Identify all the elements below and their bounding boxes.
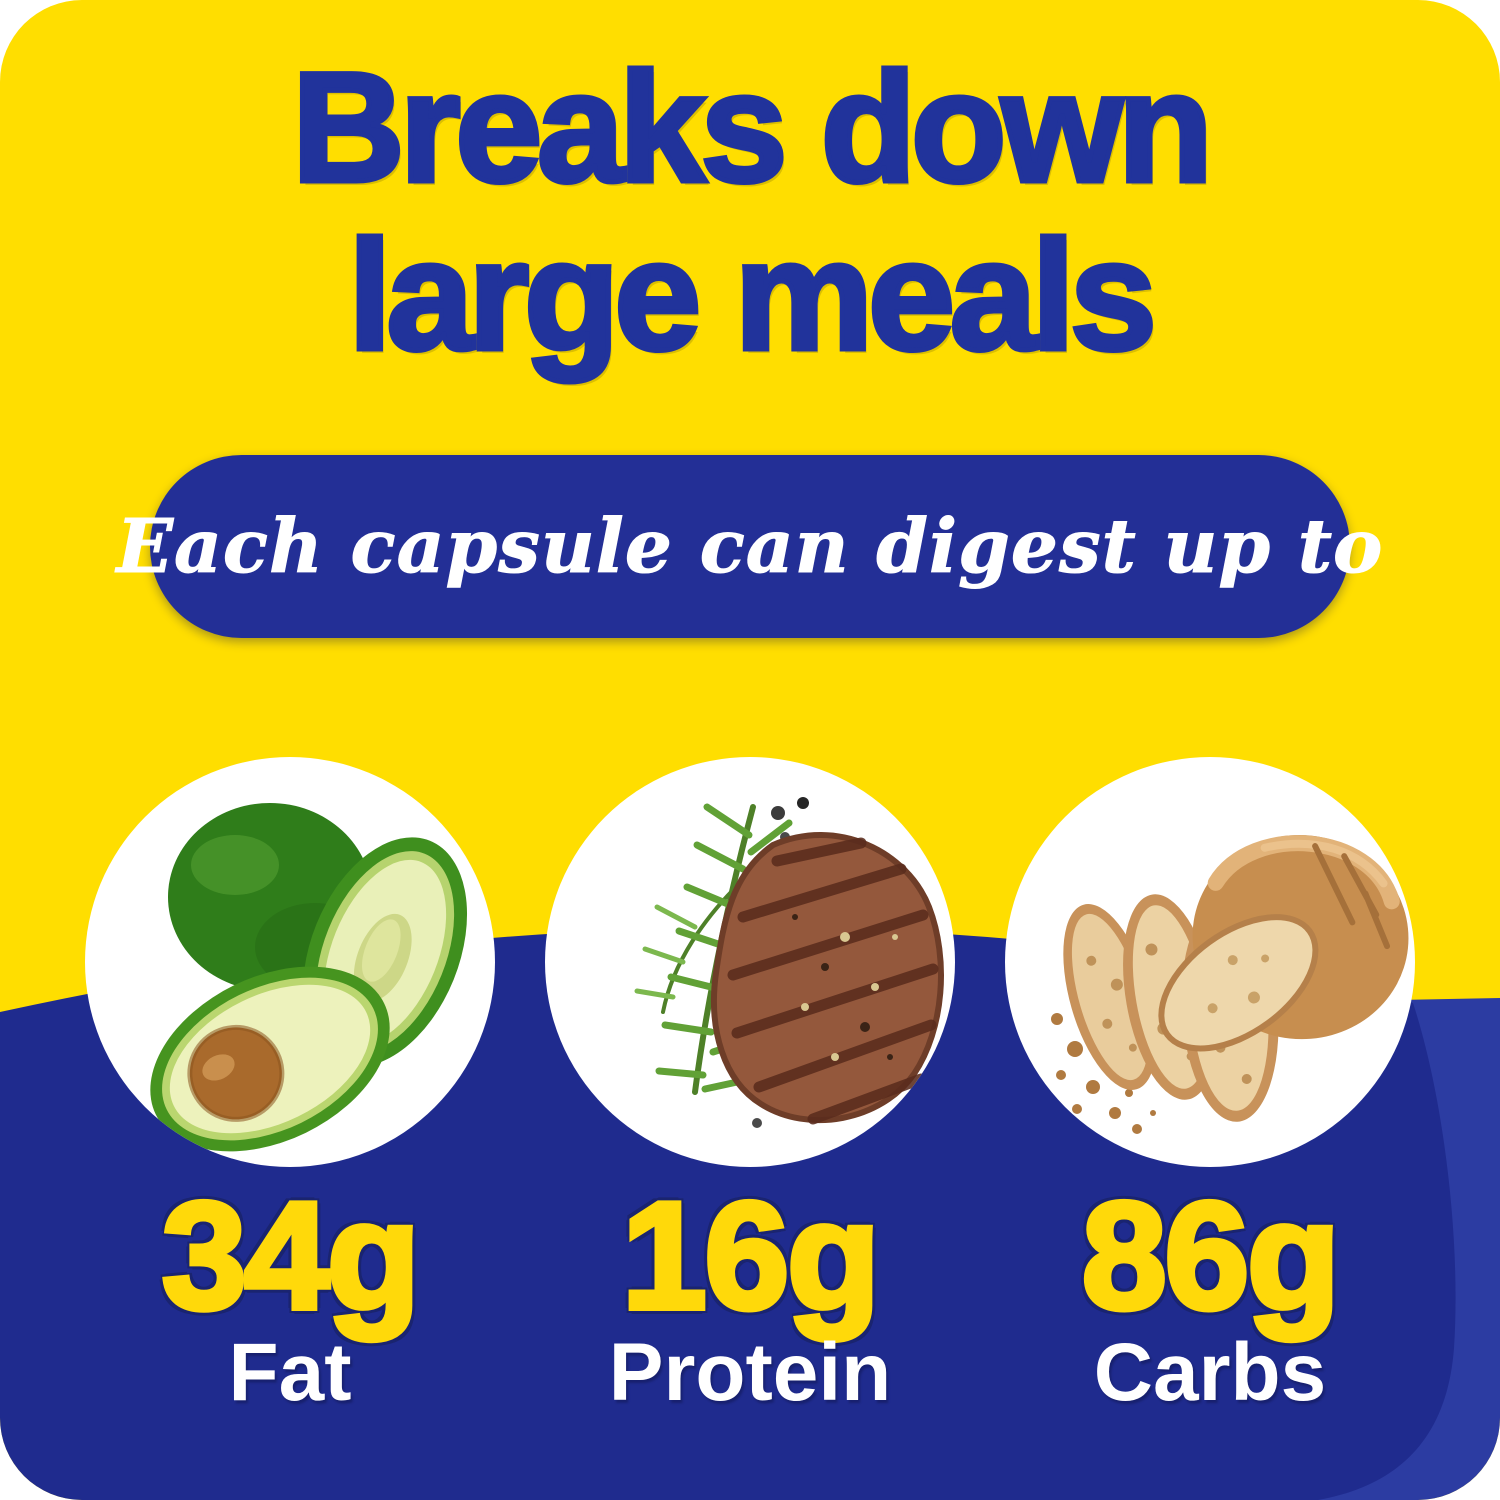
carbs-label: Carbs (1093, 1327, 1327, 1418)
fat-label: Fat (228, 1327, 352, 1418)
title-line-2: large meals (346, 209, 1160, 384)
steak-image (634, 797, 944, 1128)
carbs-amount: 86g (1079, 1171, 1343, 1341)
title-line-1: Breaks down (290, 41, 1216, 215)
protein-amount: 16g (619, 1171, 883, 1341)
avocado-image (150, 803, 468, 1152)
fat-food-circle (85, 757, 495, 1167)
page-title: Breaks down large meals (0, 41, 1500, 384)
protein-label: Protein (608, 1327, 892, 1418)
carbs-food-circle (1005, 757, 1415, 1167)
capsule-claim-pill: Each capsule can digest up to (116, 455, 1383, 638)
bread-image (1051, 834, 1409, 1134)
protein-food-circle (545, 757, 955, 1167)
capsule-claim-text: Each capsule can digest up to (116, 503, 1384, 590)
fat-amount: 34g (159, 1171, 423, 1341)
